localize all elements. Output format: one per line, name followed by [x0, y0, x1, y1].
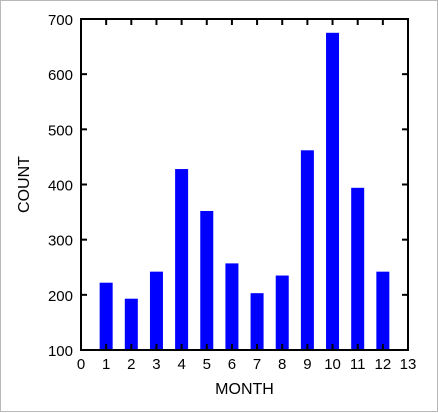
x-tick-label-2: 2 — [127, 356, 135, 373]
x-tick-label-11: 11 — [350, 356, 366, 373]
x-tick-label-1: 1 — [102, 356, 110, 373]
bar-month-4 — [175, 169, 189, 350]
x-tick-label-5: 5 — [203, 356, 211, 373]
bar-month-2 — [124, 298, 138, 350]
y-tick-label-200: 200 — [48, 288, 73, 305]
y-tick-label-700: 700 — [48, 12, 73, 29]
bar-month-8 — [275, 275, 289, 350]
y-axis-label: COUNT — [16, 156, 33, 213]
x-tick-label-4: 4 — [177, 356, 185, 373]
x-tick-label-6: 6 — [228, 356, 236, 373]
x-tick-label-12: 12 — [375, 356, 392, 373]
bar-month-11 — [351, 187, 365, 350]
bar-month-9 — [300, 150, 314, 350]
bar-month-1 — [99, 282, 113, 350]
x-tick-label-7: 7 — [253, 356, 261, 373]
bars-group — [99, 32, 390, 351]
bar-month-10 — [326, 32, 340, 351]
x-tick-labels: 0 1 2 3 4 5 6 7 8 9 10 11 12 13 — [77, 356, 417, 373]
x-tick-label-0: 0 — [77, 356, 85, 373]
bar-month-5 — [200, 210, 214, 350]
x-tick-label-13: 13 — [400, 356, 417, 373]
y-tick-label-500: 500 — [48, 122, 73, 139]
y-tick-label-300: 300 — [48, 233, 73, 250]
bar-month-7 — [250, 293, 264, 350]
x-tick-label-9: 9 — [303, 356, 311, 373]
plot-area-border — [80, 18, 409, 351]
x-tick-label-3: 3 — [152, 356, 160, 373]
y-tick-label-100: 100 — [48, 343, 73, 360]
bar-month-6 — [225, 263, 239, 350]
x-tick-label-8: 8 — [278, 356, 286, 373]
y-tick-label-400: 400 — [48, 178, 73, 195]
x-axis-label: MONTH — [215, 381, 274, 398]
y-tick-label-600: 600 — [48, 67, 73, 84]
x-tick-label-10: 10 — [324, 356, 341, 373]
y-tick-labels: 100 200 300 400 500 600 700 — [48, 12, 73, 360]
bar-month-12 — [376, 271, 390, 350]
bar-month-3 — [149, 271, 163, 350]
